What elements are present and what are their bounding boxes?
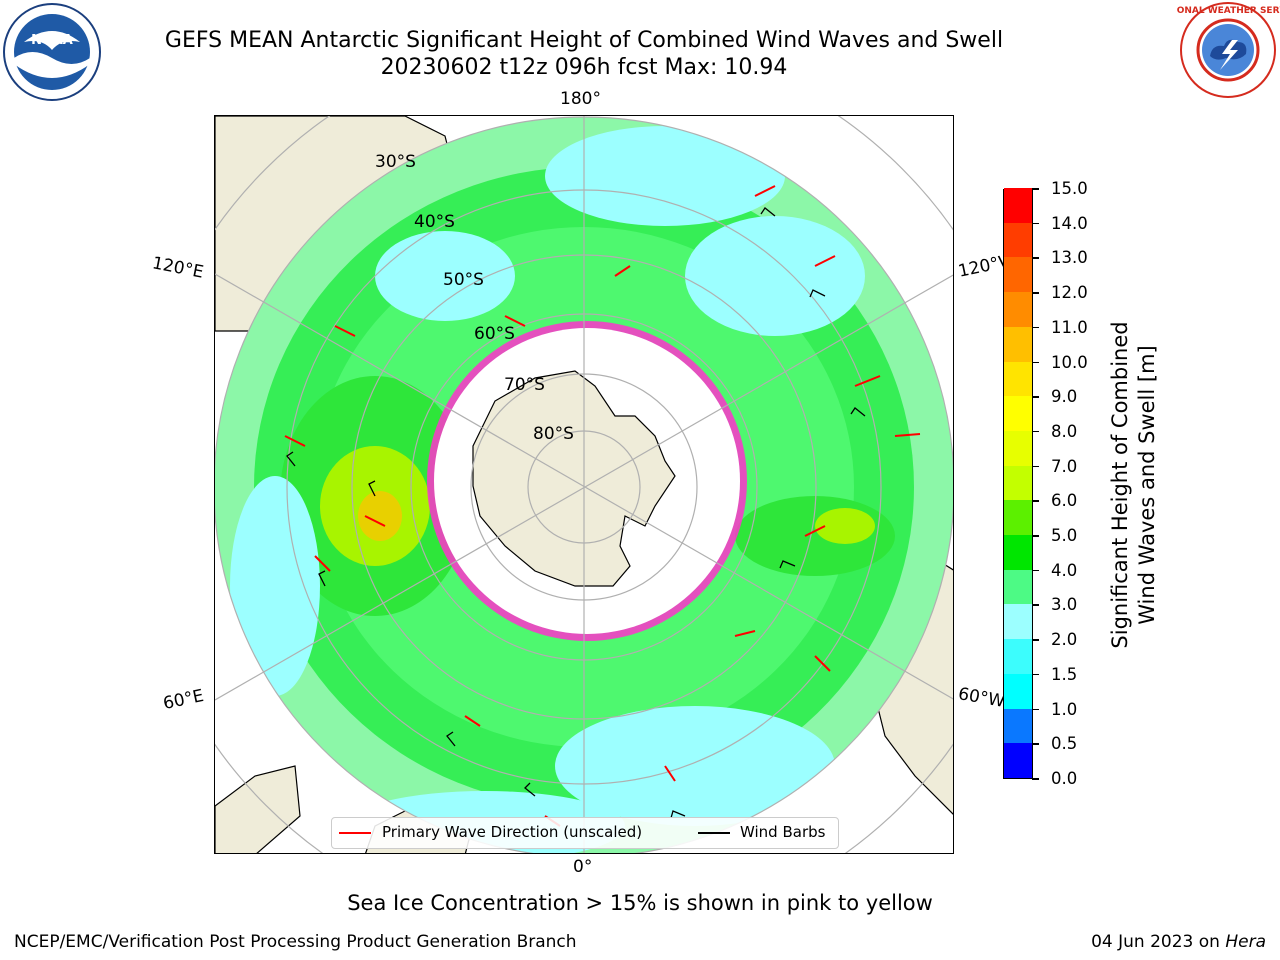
colorbar-segment bbox=[1004, 708, 1032, 744]
nws-logo-text: NATIONAL WEATHER SERVICE bbox=[1176, 6, 1280, 16]
colorbar-segment bbox=[1004, 569, 1032, 605]
lat-label-80s: 80°S bbox=[533, 424, 574, 444]
colorbar-segment bbox=[1004, 361, 1032, 397]
colorbar-label-line2: Wind Waves and Swell [m] bbox=[1135, 345, 1159, 625]
colorbar-tick-label: 11.0 bbox=[1032, 319, 1088, 336]
sea-ice bbox=[427, 321, 747, 641]
map-canvas bbox=[215, 116, 953, 853]
footer-date-text: 04 Jun 2023 on bbox=[1091, 932, 1226, 952]
colorbar-tick-label: 1.5 bbox=[1031, 666, 1077, 683]
legend-wave-direction-line bbox=[339, 832, 371, 834]
legend: Primary Wave Direction (unscaled) Wind B… bbox=[331, 817, 839, 849]
lat-label-40s: 40°S bbox=[414, 212, 455, 232]
colorbar-segment bbox=[1004, 673, 1032, 709]
colorbar-tick-label: 5.0 bbox=[1031, 527, 1077, 544]
colorbar-tick-label: 6.0 bbox=[1031, 493, 1077, 509]
colorbar-segment bbox=[1004, 499, 1032, 536]
lon-label-60w: 60°W bbox=[956, 684, 1007, 712]
footer-credit: NCEP/EMC/Verification Post Processing Pr… bbox=[14, 932, 577, 952]
lon-label-180: 180° bbox=[560, 89, 601, 109]
lon-label-60e: 60°E bbox=[161, 685, 206, 715]
colorbar-segment bbox=[1004, 256, 1032, 293]
colorbar-label-line1: Significant Height of Combined bbox=[1108, 321, 1132, 649]
sea-ice-note: Sea Ice Concentration > 15% is shown in … bbox=[347, 891, 933, 915]
lat-label-70s: 70°S bbox=[504, 375, 545, 395]
colorbar-tick-label: 9.0 bbox=[1031, 388, 1077, 405]
africa-land bbox=[215, 765, 301, 853]
colorbar-segment bbox=[1004, 430, 1032, 466]
colorbar-tick-label: 0.5 bbox=[1031, 736, 1077, 752]
colorbar-tick-label: 0.0 bbox=[1031, 770, 1077, 787]
legend-wind-barbs-label: Wind Barbs bbox=[740, 823, 826, 841]
colorbar-segment bbox=[1004, 465, 1032, 501]
wind-barbs bbox=[286, 207, 866, 819]
chart-subtitle: 20230602 t12z 096h fcst Max: 10.94 bbox=[380, 55, 788, 80]
lon-label-0: 0° bbox=[573, 857, 593, 877]
colorbar-tick-label: 4.0 bbox=[1031, 562, 1077, 579]
map-frame bbox=[214, 115, 954, 854]
colorbar-segment bbox=[1004, 326, 1032, 362]
colorbar-tick-label: 2.0 bbox=[1031, 631, 1077, 648]
nws-logo: NATIONAL WEATHER SERVICE bbox=[1176, 2, 1280, 98]
colorbar-segment bbox=[1004, 187, 1032, 223]
colorbar-tick-label: 1.0 bbox=[1031, 701, 1077, 718]
colorbar-segment bbox=[1004, 742, 1032, 778]
colorbar-segment bbox=[1004, 291, 1032, 327]
colorbar-segment bbox=[1004, 534, 1032, 570]
colorbar-tick-label: 8.0 bbox=[1031, 423, 1077, 440]
colorbar bbox=[1003, 187, 1033, 779]
noaa-logo: NOAA bbox=[3, 3, 101, 101]
lon-label-120e: 120°E bbox=[150, 253, 206, 283]
colorbar-tick-label: 12.0 bbox=[1032, 284, 1088, 301]
legend-wave-direction-label: Primary Wave Direction (unscaled) bbox=[382, 823, 643, 841]
colorbar-segment bbox=[1004, 603, 1032, 640]
colorbar-segment bbox=[1004, 638, 1032, 674]
colorbar-segment bbox=[1004, 222, 1032, 258]
colorbar-segment bbox=[1004, 395, 1032, 431]
graticule bbox=[215, 116, 953, 853]
colorbar-label: Significant Height of Combined Wind Wave… bbox=[1104, 188, 1164, 782]
legend-wind-barbs-line bbox=[698, 832, 730, 834]
footer-date: 04 Jun 2023 on Hera bbox=[1091, 932, 1266, 952]
antarctica-land bbox=[472, 370, 676, 587]
footer-host: Hera bbox=[1225, 932, 1266, 952]
lat-label-50s: 50°S bbox=[443, 270, 484, 290]
colorbar-tick-label: 13.0 bbox=[1032, 250, 1088, 266]
noaa-logo-text: NOAA bbox=[31, 33, 73, 48]
colorbar-tick-label: 15.0 bbox=[1032, 180, 1088, 197]
colorbar-tick-label: 7.0 bbox=[1031, 458, 1077, 475]
lat-label-30s: 30°S bbox=[375, 152, 416, 172]
chart-title: GEFS MEAN Antarctic Significant Height o… bbox=[164, 28, 1004, 53]
lat-label-60s: 60°S bbox=[474, 324, 515, 344]
colorbar-tick-label: 14.0 bbox=[1032, 215, 1088, 232]
wave-arrows bbox=[284, 185, 921, 827]
colorbar-tick-label: 10.0 bbox=[1032, 354, 1088, 371]
colorbar-tick-label: 3.0 bbox=[1031, 597, 1077, 613]
